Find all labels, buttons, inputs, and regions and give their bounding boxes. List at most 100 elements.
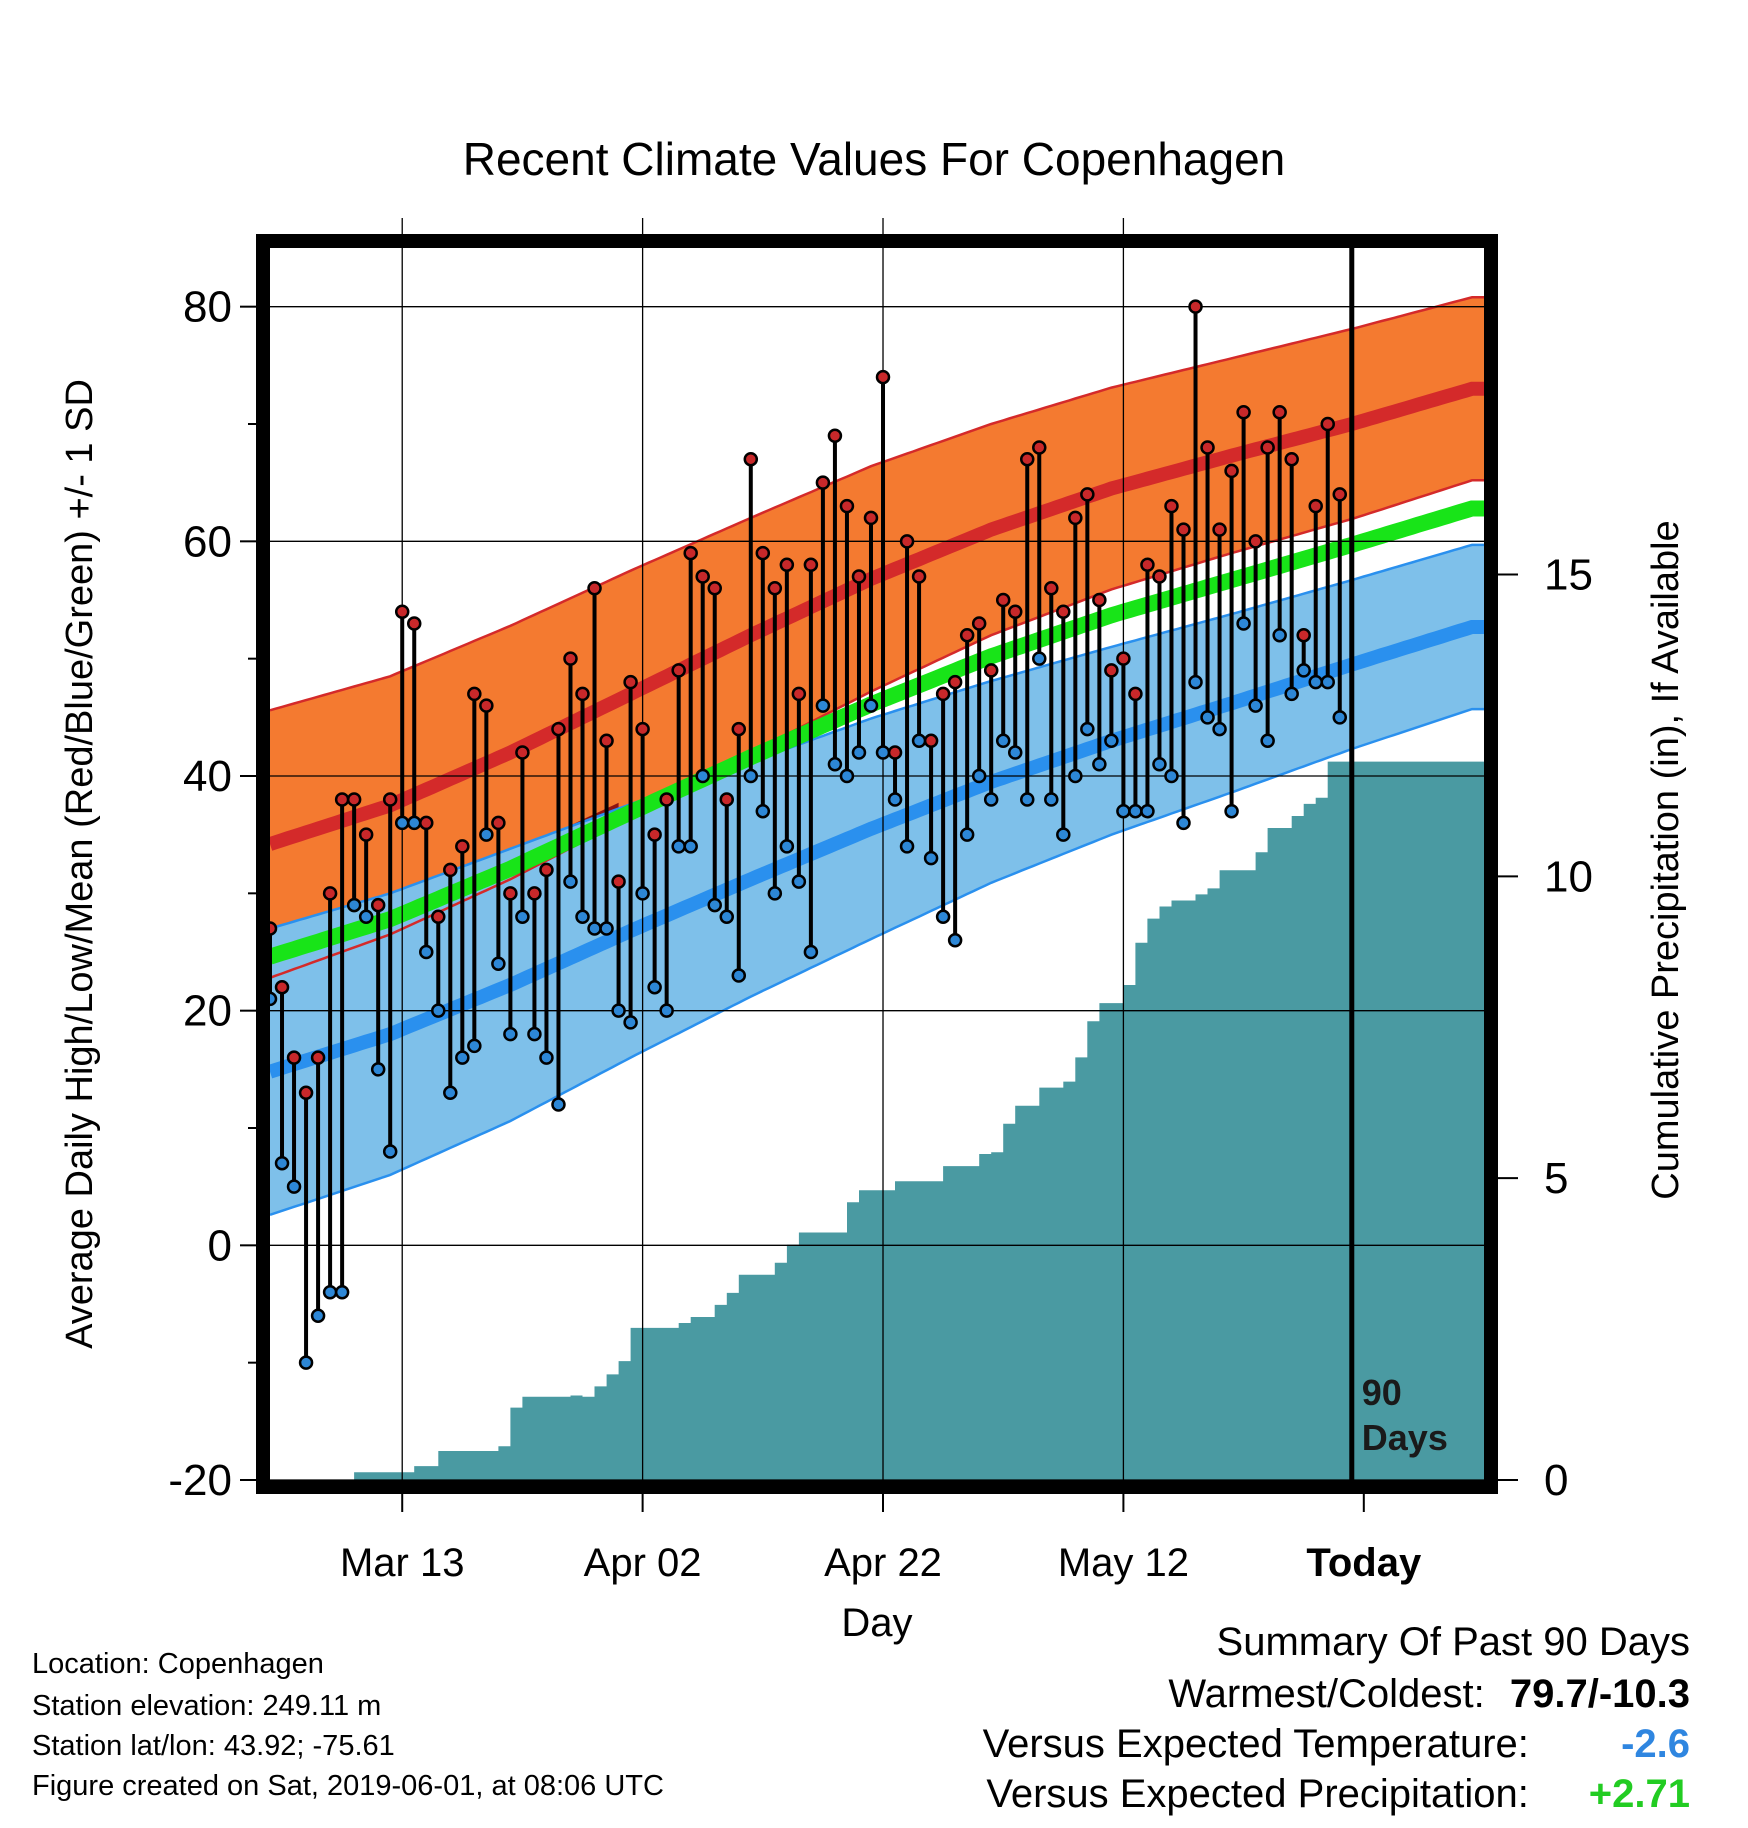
daily-low-point: [286, 1179, 302, 1194]
daily-high-point: [1092, 592, 1107, 608]
high-band-lower-edge: [270, 479, 1484, 979]
daily-low-point: [431, 1003, 446, 1018]
daily-high-point: [431, 909, 446, 925]
daily-low-point: [1248, 698, 1263, 713]
daily-low-point: [767, 886, 783, 901]
daily-high-point: [791, 686, 807, 702]
daily-low-point: [743, 768, 759, 784]
daily-high-point: [947, 674, 963, 690]
temp-value: -2.6: [1621, 1722, 1690, 1766]
daily-low-point: [370, 1062, 386, 1077]
daily-low-point: [875, 745, 891, 760]
daily-low-point: [479, 827, 494, 842]
daily-high-point: [671, 663, 686, 678]
daily-low-point: [995, 733, 1011, 749]
daily-low-point: [1007, 745, 1023, 760]
daily-low-point: [1080, 721, 1095, 737]
daily-low-point: [1019, 792, 1035, 807]
summary-temp-row: Versus Expected Temperature: -2.6: [983, 1722, 1690, 1767]
y-right-tick-label: 10: [1544, 852, 1593, 901]
daily-low-point: [539, 1050, 554, 1065]
x-tick-label: Apr 22: [824, 1541, 942, 1585]
daily-high-point: [923, 733, 939, 749]
daily-low-point: [659, 1003, 674, 1018]
daily-high-point: [539, 862, 554, 878]
daily-low-point: [1212, 721, 1227, 737]
daily-low-point: [731, 968, 747, 983]
daily-high-point: [406, 616, 422, 631]
x-tick-label: May 12: [1058, 1541, 1189, 1585]
daily-low-point: [322, 1285, 338, 1300]
daily-high-point: [779, 557, 795, 573]
daily-low-point: [863, 698, 879, 713]
daily-high-point: [382, 792, 398, 807]
daily-high-point: [467, 686, 482, 702]
daily-high-point: [1056, 604, 1071, 619]
low-band-upper-edge: [270, 543, 1484, 930]
y-right-tick-label: 0: [1544, 1456, 1568, 1505]
daily-low-point: [467, 1038, 482, 1054]
daily-low-point: [935, 909, 951, 925]
daily-high-point: [1332, 487, 1348, 502]
daily-low-point: [1236, 616, 1251, 631]
daily-low-point: [406, 815, 422, 831]
daily-low-point: [947, 933, 963, 948]
daily-high-point: [827, 428, 843, 443]
summary-warmest-row: Warmest/Coldest: 79.7/-10.3: [1168, 1672, 1690, 1717]
daily-low-point: [346, 897, 362, 913]
normal-high-line: [270, 381, 1484, 851]
daily-high-point: [394, 604, 410, 619]
daily-low-point: [707, 897, 722, 913]
daily-high-point: [659, 792, 674, 807]
daily-high-point: [971, 616, 987, 631]
daily-low-point: [611, 1003, 626, 1018]
daily-low-point: [695, 768, 710, 784]
daily-low-point: [1152, 757, 1167, 772]
daily-low-point: [635, 886, 650, 901]
figure-created-text: Figure created on Sat, 2019-06-01, at 08…: [32, 1770, 664, 1802]
daily-low-point: [1164, 768, 1179, 784]
daily-low-point: [382, 1144, 398, 1159]
precip-value: +2.71: [1588, 1772, 1690, 1816]
daily-low-point: [671, 839, 686, 854]
normal-low-line: [270, 620, 1484, 1079]
daily-low-point: [815, 698, 831, 713]
daily-high-point: [334, 792, 350, 807]
daily-high-point: [995, 592, 1011, 608]
daily-high-point: [1044, 581, 1059, 596]
daily-high-point: [815, 475, 831, 490]
station-elevation-text: Station elevation: 249.11 m: [32, 1690, 382, 1722]
daily-high-point: [1032, 440, 1047, 455]
daily-high-point: [419, 815, 434, 831]
daily-high-point: [1200, 440, 1215, 455]
daily-low-point: [358, 909, 374, 925]
daily-low-point: [274, 1155, 290, 1171]
high-band-upper-edge: [270, 296, 1484, 712]
y-right-tick-label: 5: [1544, 1154, 1568, 1203]
precipitation-area: [270, 761, 1484, 1480]
daily-high-point: [527, 886, 542, 901]
today-annotation-line-1: 90: [1362, 1372, 1402, 1413]
daily-low-point: [1308, 674, 1323, 690]
warmest-label: Warmest/Coldest:: [1168, 1672, 1485, 1716]
daily-low-point: [971, 768, 987, 784]
daily-low-point: [923, 850, 939, 866]
daily-low-point: [298, 1355, 314, 1370]
daily-low-point: [1296, 663, 1311, 678]
daily-low-point: [563, 874, 578, 889]
daily-low-point: [803, 944, 819, 960]
daily-high-point: [286, 1050, 302, 1065]
daily-low-point: [839, 768, 855, 784]
daily-high-point: [503, 886, 518, 901]
daily-low-point: [1332, 710, 1348, 725]
plot-border: [256, 234, 1498, 1494]
daily-low-point: [1068, 768, 1083, 784]
summary-precip-row: Versus Expected Precipitation: +2.71: [986, 1772, 1690, 1817]
daily-high-point: [959, 627, 975, 643]
daily-low-point: [755, 803, 771, 819]
y-axis-title-left: Average Daily High/Low/Mean (Red/Blue/Gr…: [59, 379, 101, 1349]
daily-low-point: [791, 874, 807, 889]
daily-low-point: [455, 1050, 470, 1065]
daily-high-point: [1080, 487, 1095, 502]
